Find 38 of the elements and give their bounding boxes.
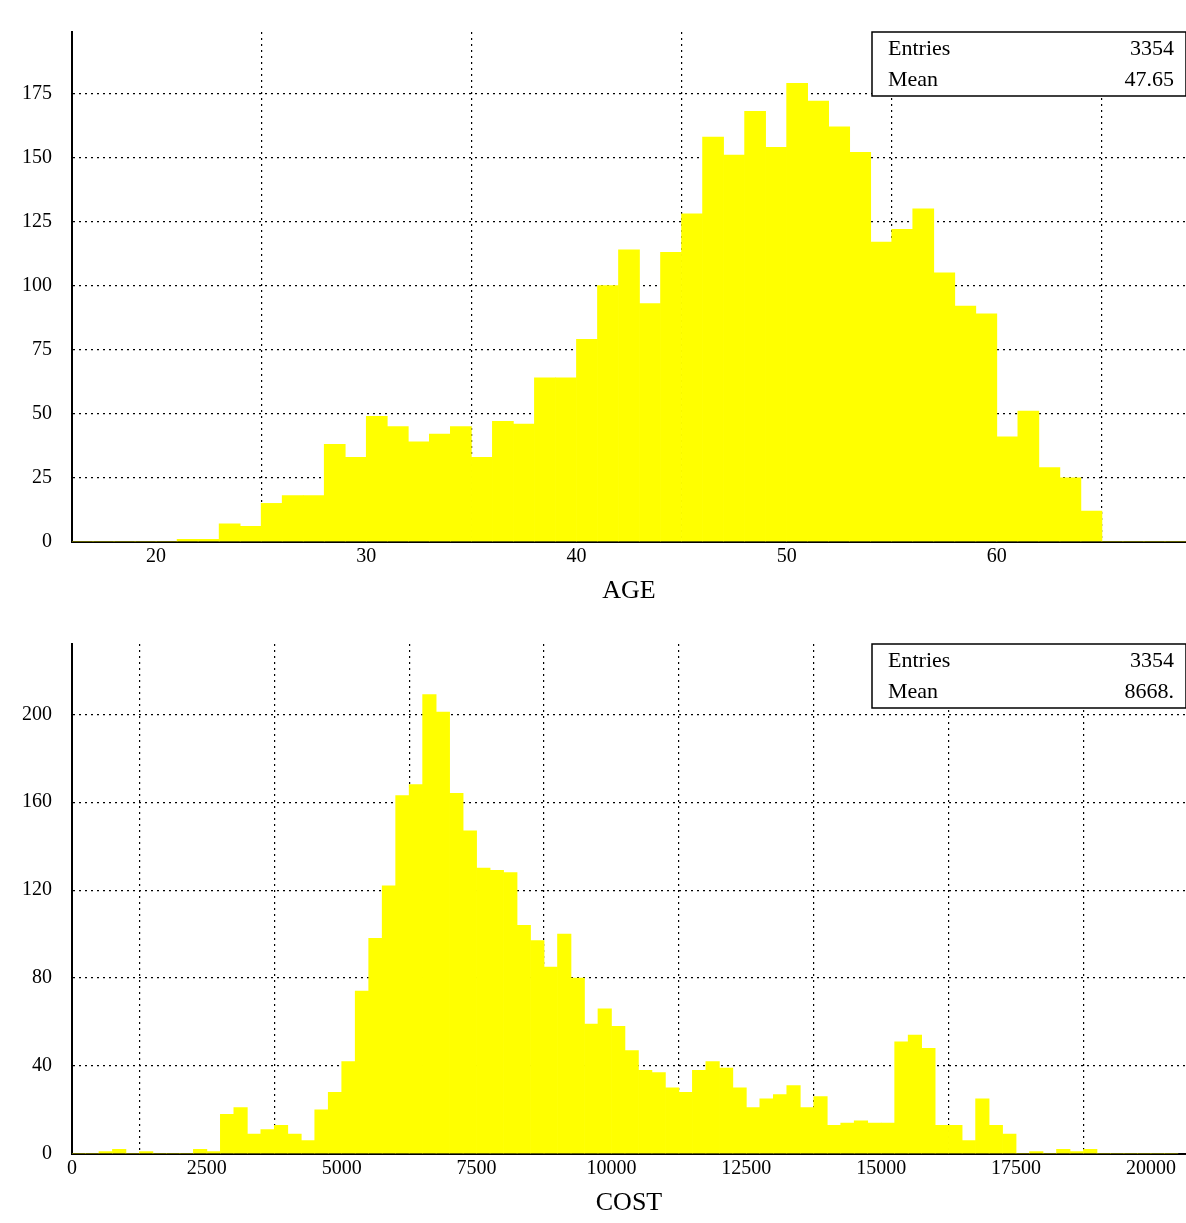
x-tick-label: 50 bbox=[776, 544, 797, 567]
y-tick-label: 0 bbox=[42, 529, 52, 552]
y-tick-label: 160 bbox=[22, 789, 52, 812]
y-tick-label: 125 bbox=[22, 208, 52, 231]
annotation: 3354 bbox=[1130, 647, 1174, 673]
y-tick-label: 25 bbox=[32, 465, 52, 487]
x-axis-title: AGE bbox=[602, 575, 656, 605]
x-axis-title: COST bbox=[595, 1187, 663, 1217]
x-tick-label: 15000 bbox=[856, 1156, 907, 1179]
annotation: 8668. bbox=[1124, 678, 1174, 704]
x-tick-label: 10000 bbox=[586, 1156, 637, 1179]
y-tick-label: 100 bbox=[22, 272, 52, 295]
x-tick-label: 17500 bbox=[991, 1156, 1042, 1179]
x-tick-label: 20 bbox=[146, 544, 167, 567]
y-tick-label: 80 bbox=[32, 965, 52, 988]
x-tick-label: 40 bbox=[566, 544, 587, 567]
annotation: 3354 bbox=[1130, 35, 1174, 61]
y-tick-label: 120 bbox=[22, 877, 52, 900]
x-tick-label: 7500 bbox=[456, 1156, 497, 1179]
x-tick-label: 2500 bbox=[186, 1156, 227, 1179]
annotation: Entries bbox=[888, 647, 951, 673]
x-tick-label: 0 bbox=[67, 1156, 77, 1179]
y-tick-label: 150 bbox=[22, 144, 52, 167]
x-tick-label: 5000 bbox=[321, 1156, 362, 1179]
y-tick-label: 75 bbox=[32, 336, 52, 359]
y-tick-label: 175 bbox=[22, 80, 52, 103]
y-tick-label: 50 bbox=[32, 400, 52, 423]
y-tick-label: 0 bbox=[42, 1141, 52, 1164]
y-tick-label: 40 bbox=[32, 1053, 52, 1076]
annotation: Entries bbox=[888, 35, 951, 61]
x-tick-label: 20000 bbox=[1125, 1156, 1176, 1179]
x-tick-label: 12500 bbox=[721, 1156, 772, 1179]
annotation: Mean bbox=[888, 678, 939, 704]
y-tick-label: 200 bbox=[22, 701, 52, 724]
annotation: Mean bbox=[888, 66, 939, 92]
x-tick-label: 30 bbox=[356, 544, 377, 567]
x-tick-label: 60 bbox=[986, 544, 1007, 567]
annotation: 47.65 bbox=[1124, 66, 1174, 92]
